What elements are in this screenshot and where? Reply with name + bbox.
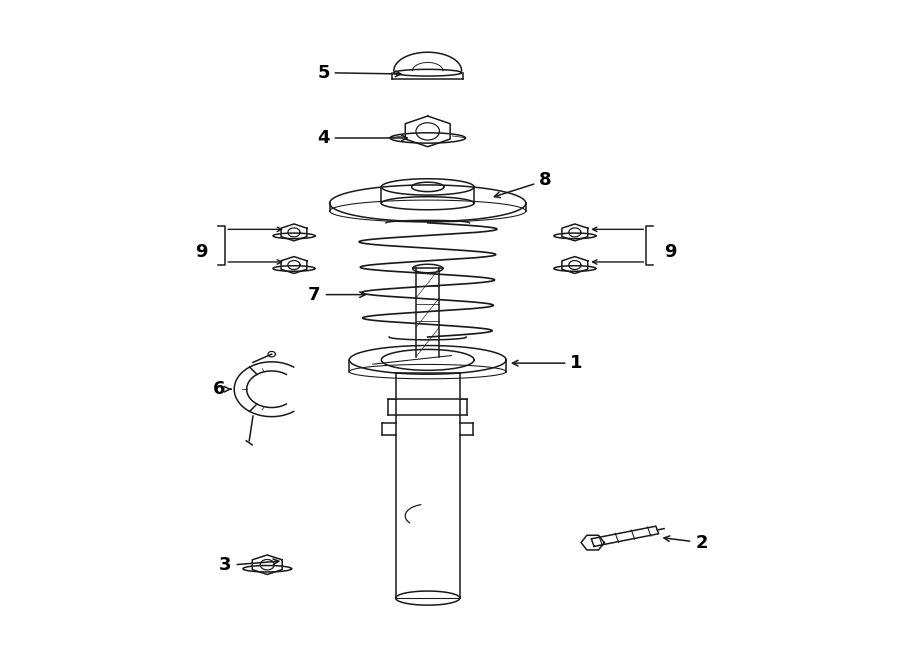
Text: 5: 5 (317, 63, 400, 82)
Text: 1: 1 (512, 354, 583, 372)
Text: 7: 7 (308, 286, 365, 303)
Text: 3: 3 (219, 557, 279, 574)
Text: 6: 6 (212, 380, 231, 398)
Text: 2: 2 (664, 533, 707, 552)
Text: 9: 9 (195, 243, 208, 261)
Text: 9: 9 (664, 243, 677, 261)
Text: 8: 8 (494, 171, 552, 198)
Text: 4: 4 (317, 129, 407, 147)
